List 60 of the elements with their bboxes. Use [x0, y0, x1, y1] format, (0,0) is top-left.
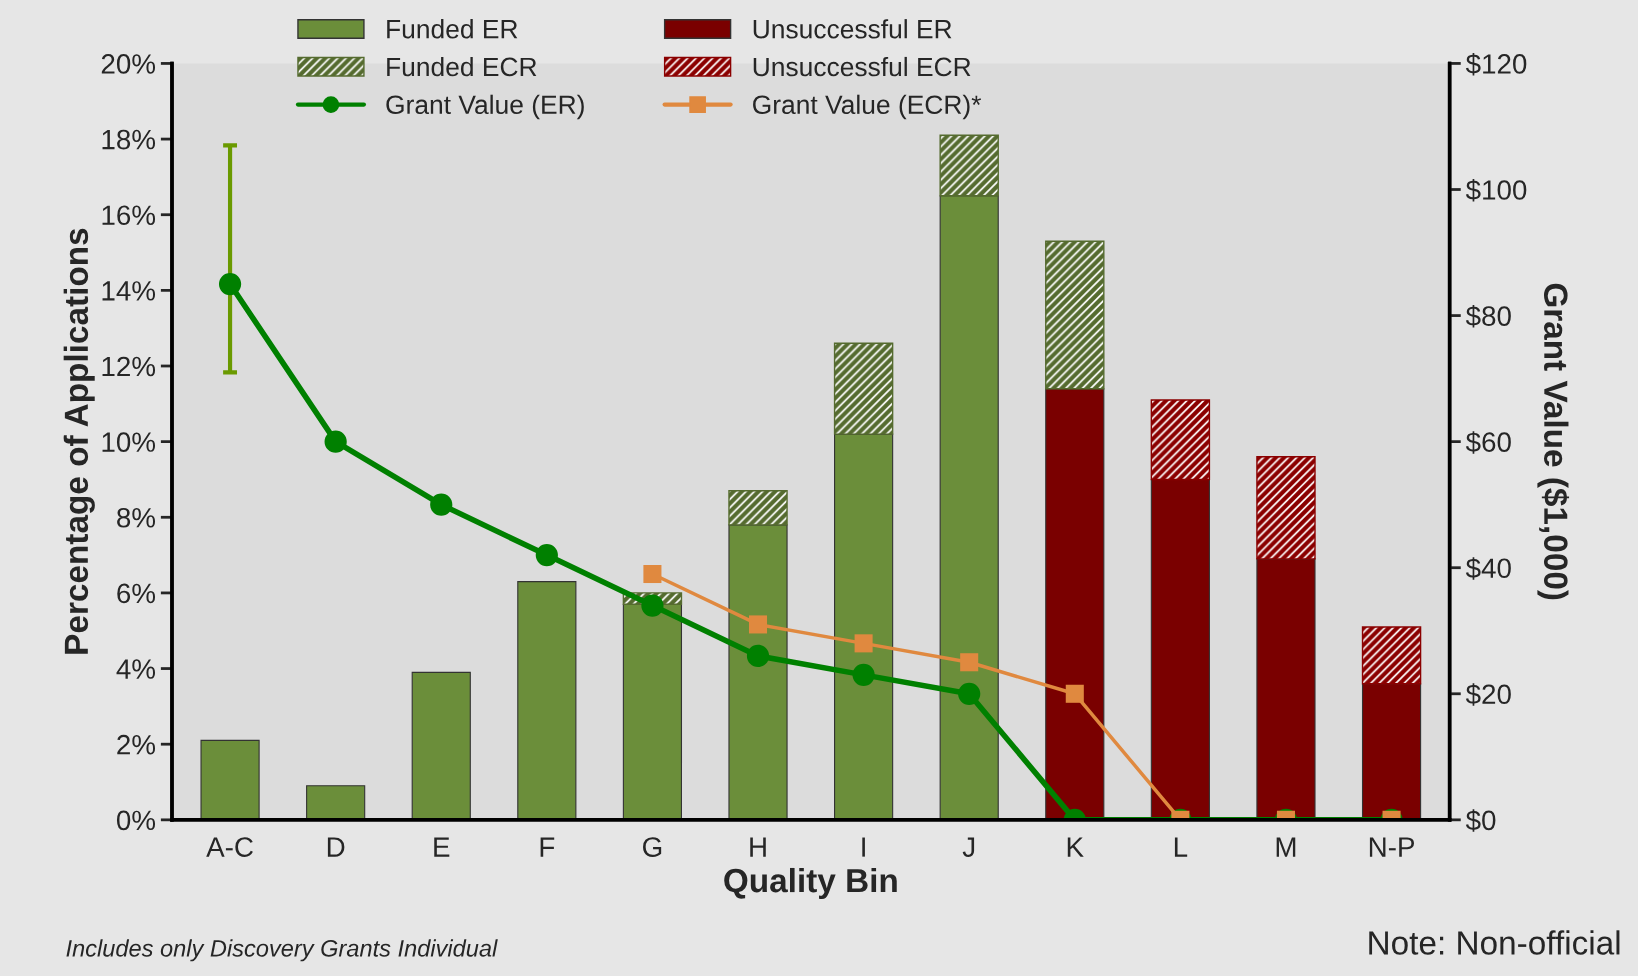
y-tick-label: 6%: [117, 583, 156, 604]
y-tick-label: 4%: [116, 659, 156, 679]
x-tick-label: F: [540, 837, 555, 857]
y-tick-label: 14%: [102, 281, 156, 301]
y2-tick-label: $40: [1465, 557, 1511, 580]
x-tick-label: H: [750, 837, 766, 857]
x-tick-label: M: [1276, 837, 1296, 857]
x-tick-label: G: [643, 837, 662, 857]
y-tick-label: 10%: [102, 432, 156, 452]
y2-tick-label: $20: [1465, 683, 1511, 706]
x-tick-label: A-C: [206, 837, 253, 857]
bar: [411, 671, 471, 820]
bar: [939, 134, 999, 197]
x-tick-label: K: [1067, 837, 1084, 857]
bar: [1256, 456, 1316, 560]
bar: [1361, 683, 1422, 820]
bar: [834, 433, 894, 820]
legend-label: Unsuccessful ECR: [753, 56, 971, 77]
legend-label: Funded ER: [387, 19, 518, 39]
y2-tick-label: $100: [1465, 179, 1527, 202]
y-tick-label: 8%: [117, 507, 156, 528]
legend-label: Grant Value (ER): [386, 94, 584, 120]
y-tick-label: 12%: [102, 356, 156, 377]
legend-label: Funded ECR: [387, 56, 537, 77]
y-tick-label: 16%: [102, 205, 156, 226]
x-tick-label: D: [327, 837, 345, 857]
bar: [1150, 478, 1210, 820]
legend-label: Unsuccessful ER: [753, 19, 952, 39]
y2-tick-label: $60: [1465, 431, 1511, 454]
bar: [306, 785, 366, 820]
x-tick-label: J: [962, 837, 975, 857]
y-tick-label: 2%: [117, 734, 156, 755]
bar: [622, 603, 683, 820]
x-tick-label: L: [1174, 837, 1188, 857]
x-tick-label: I: [862, 837, 865, 857]
y2-tick-label: $120: [1465, 52, 1527, 76]
y2-tick-label: $0: [1465, 809, 1496, 832]
legend-label: Grant Value (ECR)*: [753, 94, 982, 120]
bar: [728, 524, 788, 820]
bar: [1361, 626, 1422, 685]
bar: [517, 581, 577, 820]
y2-axis-title: Grant Value ($1,000): [1537, 283, 1570, 600]
bar: [200, 739, 260, 820]
bar: [833, 342, 894, 435]
x-tick-label: N-P: [1369, 837, 1415, 857]
y-axis-title: Percentage of Applications: [63, 228, 95, 654]
x-axis-title: Quality Bin: [724, 867, 897, 900]
bar: [1150, 399, 1211, 481]
x-tick-label: E: [434, 837, 450, 857]
y-tick-label: 18%: [102, 129, 156, 150]
text: Includes only Discovery Grants Individual: [66, 939, 498, 962]
bar: [939, 195, 999, 820]
bar: [1256, 558, 1316, 820]
y-tick-label: 20%: [101, 54, 156, 74]
bar: [1045, 240, 1105, 390]
text: Note: Non-official: [1369, 930, 1620, 955]
bar: [1045, 388, 1105, 820]
y2-tick-label: $80: [1465, 305, 1511, 328]
y-tick-label: 0%: [116, 810, 156, 831]
bar: [728, 490, 788, 526]
